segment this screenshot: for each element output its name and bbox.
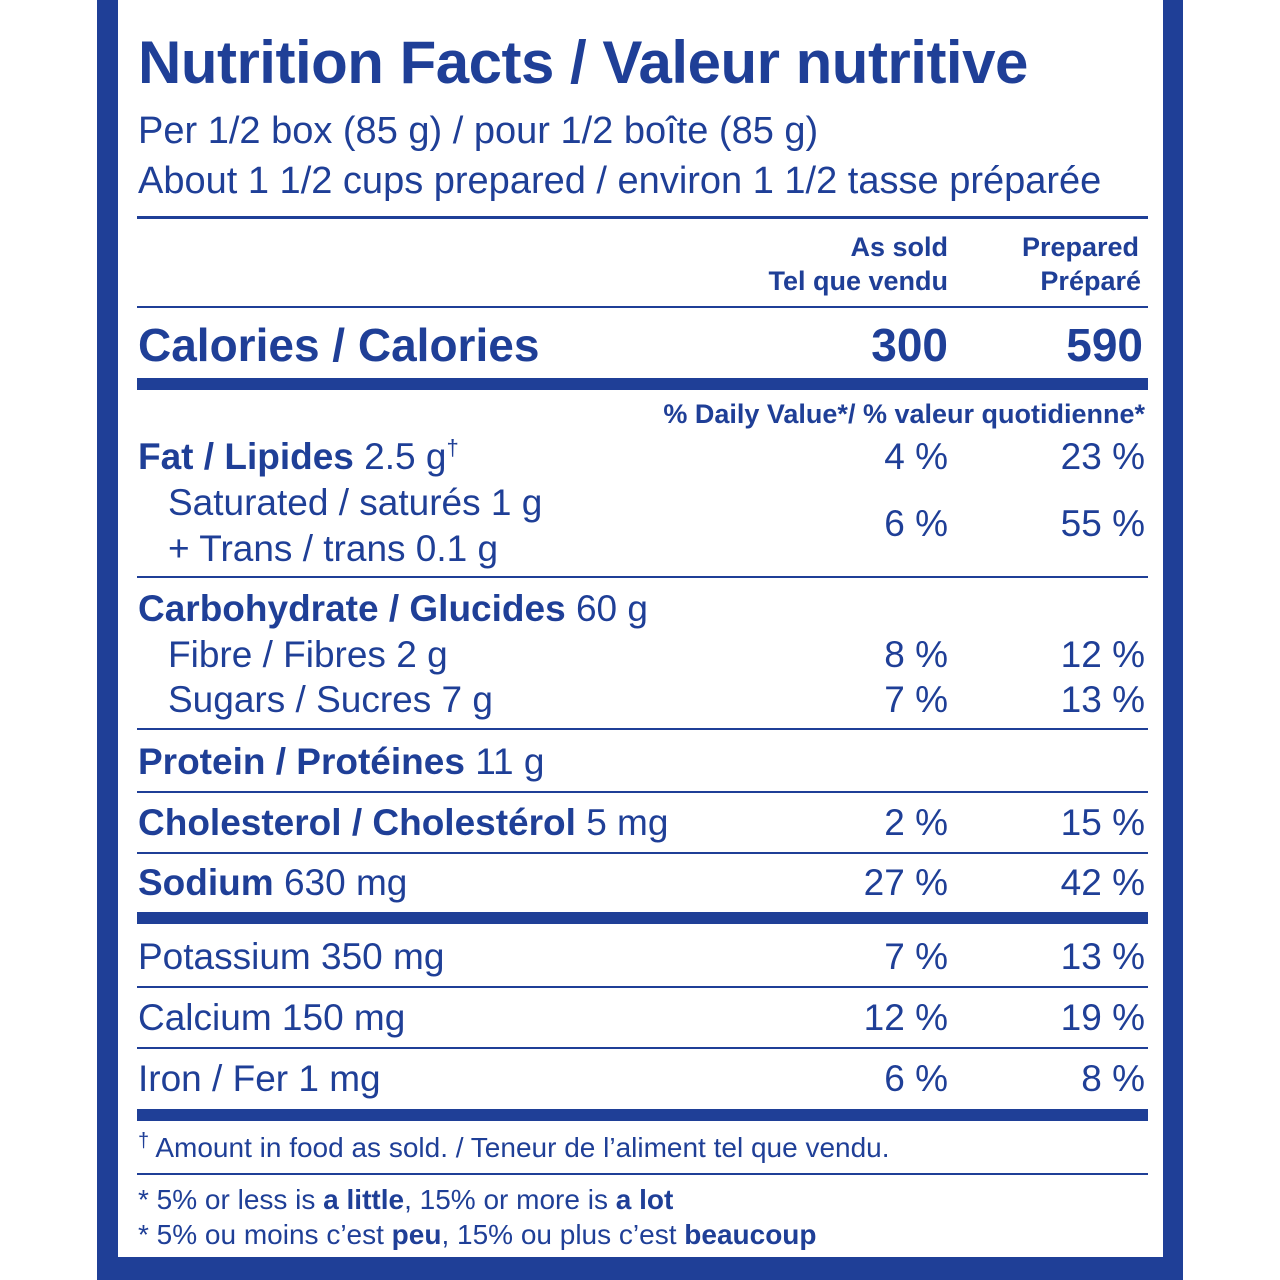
potassium-as-sold: 7 % <box>884 936 948 977</box>
table-title: Nutrition Facts / Valeur nutritive <box>138 29 1028 96</box>
serving-prepared: About 1 1/2 cups prepared / environ 1 1/… <box>138 160 1102 202</box>
divider <box>137 1173 1148 1175</box>
carbohydrate-row: Carbohydrate / Glucides 60 g <box>138 588 648 630</box>
trans-label: + Trans / trans 0.1 g <box>168 528 499 569</box>
iron-label: Iron / Fer 1 mg <box>138 1058 381 1099</box>
fat-amount: 2.5 g <box>364 436 447 477</box>
sat-trans-prepared: 55 % <box>1060 503 1145 544</box>
iron-as-sold: 6 % <box>884 1058 948 1099</box>
thick-divider <box>137 1109 1148 1121</box>
fibre-label: Fibre / Fibres 2 g <box>168 634 448 675</box>
divider <box>137 986 1148 988</box>
calories-as-sold: 300 <box>871 319 948 371</box>
cholesterol-prepared: 15 % <box>1060 802 1145 843</box>
sodium-label: Sodium <box>138 862 274 903</box>
cholesterol-as-sold: 2 % <box>884 802 948 843</box>
daily-value-header: % Daily Value*/ % valeur quotidienne* <box>663 399 1145 429</box>
cholesterol-row: Cholesterol / Cholestérol 5 mg <box>138 802 668 844</box>
cholesterol-label: Cholesterol / Cholestérol <box>138 802 576 843</box>
thick-divider <box>137 912 1148 924</box>
sugars-prepared: 13 % <box>1060 679 1145 720</box>
protein-amount: 11 g <box>475 741 545 782</box>
calcium-prepared: 19 % <box>1060 997 1145 1038</box>
legend-en-little: a little <box>323 1184 405 1215</box>
fat-as-sold: 4 % <box>884 436 948 477</box>
calcium-label: Calcium 150 mg <box>138 997 406 1038</box>
fat-row: Fat / Lipides 2.5 g† <box>138 435 459 478</box>
potassium-prepared: 13 % <box>1060 936 1145 977</box>
legend-en-mid: , 15% or more is <box>404 1184 616 1215</box>
footnote: † Amount in food as sold. / Teneur de l’… <box>138 1130 890 1164</box>
fibre-prepared: 12 % <box>1060 634 1145 675</box>
fat-prepared: 23 % <box>1060 436 1145 477</box>
sodium-prepared: 42 % <box>1060 862 1145 903</box>
divider <box>137 216 1148 219</box>
divider <box>137 791 1148 793</box>
carbohydrate-label: Carbohydrate / Glucides <box>138 588 566 629</box>
potassium-label: Potassium 350 mg <box>138 936 445 977</box>
protein-label: Protein / Protéines <box>138 741 465 782</box>
saturated-label: Saturated / saturés 1 g <box>168 482 543 523</box>
cholesterol-amount: 5 mg <box>586 802 669 843</box>
sat-trans-as-sold: 6 % <box>884 503 948 544</box>
col-prepared-fr: Préparé <box>1040 266 1141 296</box>
carbohydrate-amount: 60 g <box>575 588 648 629</box>
legend-english: * 5% or less is a little, 15% or more is… <box>138 1184 673 1216</box>
divider <box>137 728 1148 730</box>
sodium-as-sold: 27 % <box>863 862 948 903</box>
thick-divider <box>137 378 1148 390</box>
col-as-sold-fr: Tel que vendu <box>768 266 948 296</box>
footnote-text: Amount in food as sold. / Teneur de l’al… <box>155 1132 890 1163</box>
legend-fr-mid: , 15% ou plus c’est <box>441 1219 685 1250</box>
sodium-amount: 630 mg <box>283 862 408 903</box>
serving-size: Per 1/2 box (85 g) / pour 1/2 boîte (85 … <box>138 110 819 152</box>
divider <box>137 576 1148 578</box>
divider <box>137 1047 1148 1049</box>
dagger-mark: † <box>446 435 459 460</box>
calcium-as-sold: 12 % <box>863 997 948 1038</box>
fat-label: Fat / Lipides <box>138 436 354 477</box>
col-as-sold-en: As sold <box>850 232 948 262</box>
sodium-row: Sodium 630 mg <box>138 862 407 904</box>
col-prepared-en: Prepared <box>1021 232 1139 262</box>
legend-fr-lot: beaucoup <box>684 1219 817 1250</box>
legend-fr-pre: * 5% ou moins c’est <box>138 1219 392 1250</box>
divider <box>137 852 1148 854</box>
footnote-dagger: † <box>138 1130 150 1152</box>
sugars-as-sold: 7 % <box>884 679 948 720</box>
legend-en-pre: * 5% or less is <box>138 1184 324 1215</box>
iron-prepared: 8 % <box>1081 1058 1145 1099</box>
calories-label: Calories / Calories <box>138 319 540 371</box>
protein-row: Protein / Protéines 11 g <box>138 741 544 783</box>
divider <box>137 306 1148 308</box>
sugars-label: Sugars / Sucres 7 g <box>168 679 493 720</box>
legend-french: * 5% ou moins c’est peu, 15% ou plus c’e… <box>138 1219 817 1251</box>
nutrition-facts-table: Nutrition Facts / Valeur nutritive Per 1… <box>118 0 1163 1257</box>
calories-prepared: 590 <box>1066 319 1143 371</box>
legend-fr-little: peu <box>391 1219 442 1250</box>
fibre-as-sold: 8 % <box>884 634 948 675</box>
legend-en-lot: a lot <box>615 1184 674 1215</box>
